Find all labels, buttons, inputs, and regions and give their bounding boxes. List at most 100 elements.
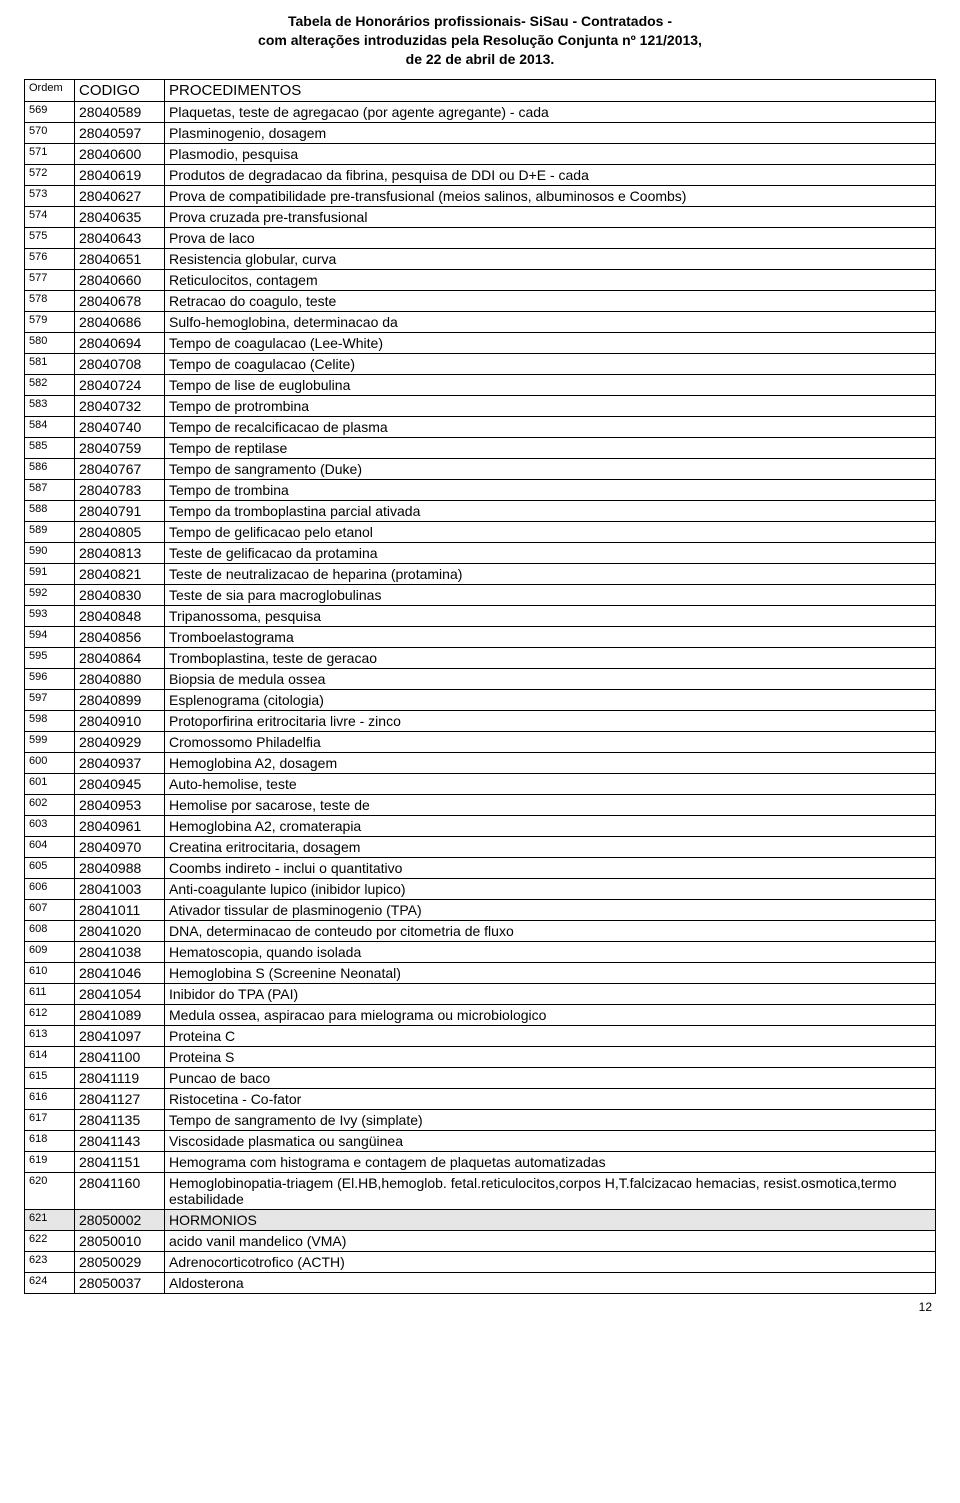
header-codigo: CODIGO (75, 79, 165, 101)
cell-procedimento: Tempo de coagulacao (Celite) (165, 353, 936, 374)
cell-ordem: 590 (25, 542, 75, 563)
cell-procedimento: Teste de neutralizacao de heparina (prot… (165, 563, 936, 584)
cell-procedimento: Plasmodio, pesquisa (165, 143, 936, 164)
cell-ordem: 569 (25, 101, 75, 122)
cell-codigo: 28050010 (75, 1230, 165, 1251)
cell-codigo: 28040635 (75, 206, 165, 227)
cell-codigo: 28040708 (75, 353, 165, 374)
table-row: 62328050029Adrenocorticotrofico (ACTH) (25, 1251, 936, 1272)
cell-codigo: 28040759 (75, 437, 165, 458)
cell-procedimento: Inibidor do TPA (PAI) (165, 983, 936, 1004)
cell-procedimento: Protoporfirina eritrocitaria livre - zin… (165, 710, 936, 731)
cell-codigo: 28040740 (75, 416, 165, 437)
cell-ordem: 575 (25, 227, 75, 248)
document-title: Tabela de Honorários profissionais- SiSa… (24, 12, 936, 69)
table-row: 57028040597Plasminogenio, dosagem (25, 122, 936, 143)
table-row: 58228040724Tempo de lise de euglobulina (25, 374, 936, 395)
cell-ordem: 612 (25, 1004, 75, 1025)
cell-codigo: 28041127 (75, 1088, 165, 1109)
cell-codigo: 28040961 (75, 815, 165, 836)
cell-ordem: 595 (25, 647, 75, 668)
cell-procedimento: Tempo de sangramento de Ivy (simplate) (165, 1109, 936, 1130)
cell-procedimento: Puncao de baco (165, 1067, 936, 1088)
cell-procedimento: Creatina eritrocitaria, dosagem (165, 836, 936, 857)
table-row: 56928040589Plaquetas, teste de agregacao… (25, 101, 936, 122)
page-number: 12 (24, 1300, 936, 1314)
cell-codigo: 28040619 (75, 164, 165, 185)
table-row: 61928041151Hemograma com histograma e co… (25, 1151, 936, 1172)
cell-procedimento: Hemograma com histograma e contagem de p… (165, 1151, 936, 1172)
table-row: 59828040910Protoporfirina eritrocitaria … (25, 710, 936, 731)
cell-codigo: 28040937 (75, 752, 165, 773)
cell-ordem: 616 (25, 1088, 75, 1109)
cell-ordem: 585 (25, 437, 75, 458)
cell-ordem: 593 (25, 605, 75, 626)
cell-procedimento: Ristocetina - Co-fator (165, 1088, 936, 1109)
table-row: 57528040643Prova de laco (25, 227, 936, 248)
cell-ordem: 619 (25, 1151, 75, 1172)
table-row: 58428040740Tempo de recalcificacao de pl… (25, 416, 936, 437)
cell-procedimento: Hemoglobina A2, dosagem (165, 752, 936, 773)
cell-codigo: 28041100 (75, 1046, 165, 1067)
cell-codigo: 28040724 (75, 374, 165, 395)
cell-codigo: 28040805 (75, 521, 165, 542)
table-row: 60328040961Hemoglobina A2, cromaterapia (25, 815, 936, 836)
table-row: 62228050010acido vanil mandelico (VMA) (25, 1230, 936, 1251)
cell-procedimento: Biopsia de medula ossea (165, 668, 936, 689)
cell-codigo: 28040929 (75, 731, 165, 752)
table-row: 59928040929Cromossomo Philadelfia (25, 731, 936, 752)
cell-procedimento: Plaquetas, teste de agregacao (por agent… (165, 101, 936, 122)
cell-codigo: 28041097 (75, 1025, 165, 1046)
cell-ordem: 598 (25, 710, 75, 731)
cell-ordem: 580 (25, 332, 75, 353)
cell-ordem: 588 (25, 500, 75, 521)
cell-procedimento: Prova de compatibilidade pre-transfusion… (165, 185, 936, 206)
table-row: 59628040880Biopsia de medula ossea (25, 668, 936, 689)
table-row: 59128040821Teste de neutralizacao de hep… (25, 563, 936, 584)
table-row: 59528040864Tromboplastina, teste de gera… (25, 647, 936, 668)
cell-procedimento: Tempo de sangramento (Duke) (165, 458, 936, 479)
table-row: 58128040708Tempo de coagulacao (Celite) (25, 353, 936, 374)
cell-codigo: 28041119 (75, 1067, 165, 1088)
cell-codigo: 28050002 (75, 1209, 165, 1230)
table-row: 57128040600Plasmodio, pesquisa (25, 143, 936, 164)
table-row: 58028040694Tempo de coagulacao (Lee-Whit… (25, 332, 936, 353)
cell-ordem: 597 (25, 689, 75, 710)
cell-ordem: 591 (25, 563, 75, 584)
table-row: 57928040686Sulfo-hemoglobina, determinac… (25, 311, 936, 332)
cell-codigo: 28040899 (75, 689, 165, 710)
cell-procedimento: Cromossomo Philadelfia (165, 731, 936, 752)
cell-procedimento: Hemoglobinopatia-triagem (El.HB,hemoglob… (165, 1172, 936, 1209)
table-row: 59328040848Tripanossoma, pesquisa (25, 605, 936, 626)
cell-codigo: 28050037 (75, 1272, 165, 1293)
cell-ordem: 609 (25, 941, 75, 962)
cell-codigo: 28040643 (75, 227, 165, 248)
table-row: 61228041089Medula ossea, aspiracao para … (25, 1004, 936, 1025)
cell-procedimento: Adrenocorticotrofico (ACTH) (165, 1251, 936, 1272)
cell-procedimento: Proteina C (165, 1025, 936, 1046)
cell-codigo: 28040783 (75, 479, 165, 500)
cell-codigo: 28041054 (75, 983, 165, 1004)
cell-ordem: 618 (25, 1130, 75, 1151)
cell-codigo: 28040864 (75, 647, 165, 668)
table-row: 58528040759Tempo de reptilase (25, 437, 936, 458)
cell-ordem: 615 (25, 1067, 75, 1088)
cell-procedimento: Anti-coagulante lupico (inibidor lupico) (165, 878, 936, 899)
cell-procedimento: Ativador tissular de plasminogenio (TPA) (165, 899, 936, 920)
cell-codigo: 28041160 (75, 1172, 165, 1209)
cell-ordem: 582 (25, 374, 75, 395)
table-row: 57728040660Reticulocitos, contagem (25, 269, 936, 290)
cell-procedimento: Hematoscopia, quando isolada (165, 941, 936, 962)
cell-procedimento: Tempo de trombina (165, 479, 936, 500)
cell-procedimento: Proteina S (165, 1046, 936, 1067)
table-row: 62128050002HORMONIOS (25, 1209, 936, 1230)
cell-codigo: 28041151 (75, 1151, 165, 1172)
cell-codigo: 28040589 (75, 101, 165, 122)
cell-ordem: 573 (25, 185, 75, 206)
cell-codigo: 28041038 (75, 941, 165, 962)
header-procedimentos: PROCEDIMENTOS (165, 79, 936, 101)
cell-codigo: 28041020 (75, 920, 165, 941)
cell-ordem: 589 (25, 521, 75, 542)
cell-ordem: 610 (25, 962, 75, 983)
cell-codigo: 28040767 (75, 458, 165, 479)
